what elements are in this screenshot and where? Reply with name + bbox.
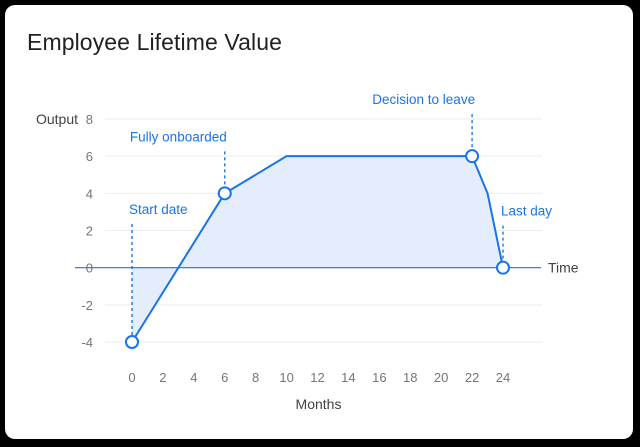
area-fill (132, 156, 503, 342)
annotation-label: Start date (129, 202, 188, 217)
data-point-marker (125, 335, 139, 349)
y-tick-label: 4 (86, 186, 93, 201)
y-axis-label: Output (36, 111, 78, 127)
data-point-marker (465, 149, 480, 164)
baseline-label: Time (548, 260, 579, 276)
x-tick-label: 0 (128, 370, 135, 385)
x-tick-label: 8 (252, 370, 259, 385)
y-tick-label: 8 (86, 112, 93, 127)
annotation-label: Fully onboarded (130, 129, 227, 144)
x-tick-label: 24 (496, 370, 510, 385)
annotation-label: Last day (501, 204, 552, 219)
x-tick-label: 22 (465, 370, 479, 385)
x-tick-label: 14 (341, 370, 355, 385)
x-tick-label: 18 (403, 370, 417, 385)
x-tick-label: 20 (434, 370, 448, 385)
data-point-marker (217, 186, 232, 201)
y-tick-label: 2 (86, 224, 93, 239)
data-point-marker (496, 260, 510, 275)
y-tick-label: 6 (86, 149, 93, 164)
x-tick-label: 10 (279, 370, 293, 385)
series-line (131, 155, 504, 343)
annotation-label: Decision to leave (372, 92, 475, 107)
x-tick-label: 4 (190, 370, 197, 385)
y-tick-label: -2 (81, 298, 93, 313)
x-tick-label: 16 (372, 370, 386, 385)
x-axis-label: Months (296, 396, 342, 412)
y-tick-label: -4 (81, 335, 93, 350)
x-tick-label: 2 (159, 370, 166, 385)
x-tick-label: 12 (310, 370, 324, 385)
x-tick-label: 6 (221, 370, 228, 385)
y-tick-label: 0 (86, 261, 93, 276)
chart-card: Employee Lifetime Value 8 6 4 2 0 -2 -4 0 2 4 6 8 10… (5, 5, 633, 439)
chart-title: Employee Lifetime Value (27, 29, 283, 55)
